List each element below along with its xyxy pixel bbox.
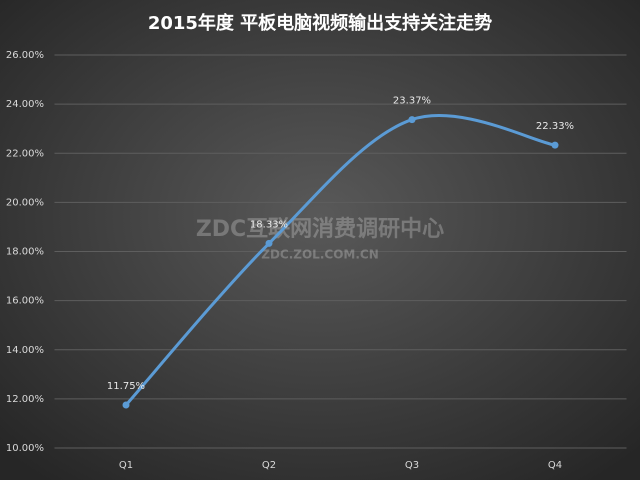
y-tick-label: 10.00% — [6, 443, 44, 454]
y-tick-label: 18.00% — [6, 247, 44, 258]
y-tick-label: 16.00% — [6, 296, 44, 307]
y-tick-label: 26.00% — [6, 50, 44, 61]
value-label: 11.75% — [107, 381, 145, 392]
y-tick-label: 20.00% — [6, 197, 44, 208]
x-tick-label: Q1 — [119, 460, 133, 471]
x-tick-label: Q4 — [548, 460, 562, 471]
x-tick-label: Q3 — [405, 460, 419, 471]
y-tick-label: 14.00% — [6, 345, 44, 356]
point — [122, 401, 130, 409]
grid — [54, 54, 627, 449]
point — [551, 141, 559, 149]
point — [265, 239, 273, 247]
watermark: ZDC互联网消费调研中心 — [196, 217, 444, 242]
value-label: 23.37% — [393, 96, 431, 107]
value-label: 18.33% — [250, 219, 288, 230]
point — [408, 116, 416, 124]
y-tick-label: 22.00% — [6, 148, 44, 159]
x-tick-label: Q2 — [262, 460, 276, 471]
value-label: 22.33% — [536, 121, 574, 132]
watermark-url: ZDC.ZOL.COM.CN — [261, 248, 379, 262]
y-tick-label: 12.00% — [6, 394, 44, 405]
line — [124, 114, 557, 407]
chart-title: 2015年度 平板电脑视频输出支持关注走势 — [148, 12, 492, 34]
y-tick-label: 24.00% — [6, 99, 44, 110]
